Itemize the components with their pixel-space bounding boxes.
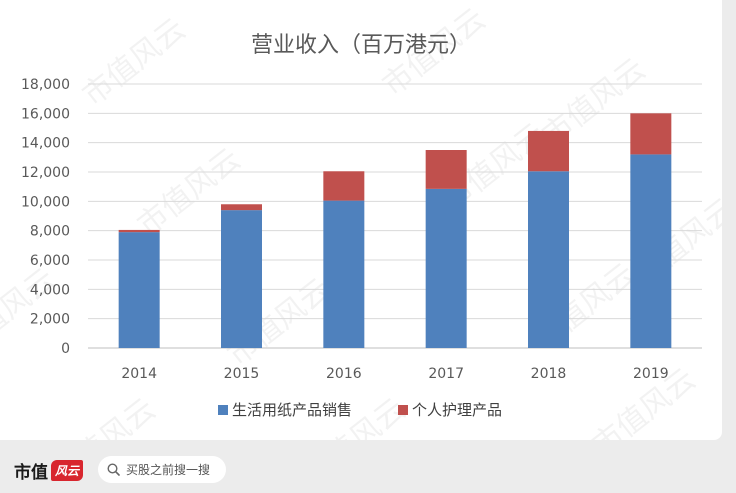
y-tick-label: 14,000 [21,136,70,152]
x-tick-label: 2016 [326,366,362,382]
gridlines [88,83,702,349]
y-tick-label: 2,000 [30,312,70,328]
y-tick-label: 4,000 [30,282,70,298]
x-tick-label: 2015 [224,366,260,382]
legend-swatch [398,405,408,415]
y-tick-label: 0 [61,341,70,357]
bar-1-2014 [118,229,160,233]
bar-1-2015 [221,204,262,211]
bar-0-2017 [425,188,467,348]
x-tick-label: 2017 [428,366,464,382]
y-tick-label: 16,000 [21,106,70,122]
legend-label: 生活用纸产品销售 [232,401,352,419]
bars [118,113,672,348]
y-tick-label: 8,000 [30,224,70,240]
bar-1-2016 [323,171,365,201]
brand-logo: 市值 风云 [14,458,84,483]
x-tick-label: 2018 [531,366,567,382]
x-tick-label: 2019 [633,366,669,382]
bar-0-2015 [221,210,262,348]
y-tick-label: 12,000 [21,165,70,181]
y-tick-label: 10,000 [21,194,70,210]
search-icon [107,463,120,476]
legend-label: 个人护理产品 [412,401,502,419]
bottom-bar: 市值 风云 买股之前搜一搜 [0,448,736,493]
y-tick-label: 18,000 [21,77,70,93]
search-label: 买股之前搜一搜 [126,463,211,477]
bar-1-2017 [425,150,467,189]
x-axis-ticks: 2014 2015 2016 2017 2018 2019 [121,366,668,382]
brand-name: 市值 [14,462,48,483]
chart-title: 营业收入（百万港元） [251,33,471,58]
search-box[interactable]: 买股之前搜一搜 [98,456,226,483]
legend: 生活用纸产品销售 个人护理产品 [218,401,502,419]
bar-0-2016 [323,200,365,348]
legend-swatch [218,405,228,415]
x-tick-label: 2014 [121,366,157,382]
bar-1-2018 [528,130,569,172]
bar-0-2019 [630,154,672,348]
watermark-text: 市值风云 [76,12,192,113]
bar-1-2019 [630,113,672,155]
y-tick-label: 6,000 [30,253,70,269]
bar-0-2014 [118,232,160,348]
bar-0-2018 [528,171,569,348]
brand-mark: 风云 [51,459,84,481]
watermark-text: 市值风云 [46,392,162,440]
y-axis-ticks: 0 2,000 4,000 6,000 8,000 10,000 12,000 14,000 1… [21,77,70,357]
